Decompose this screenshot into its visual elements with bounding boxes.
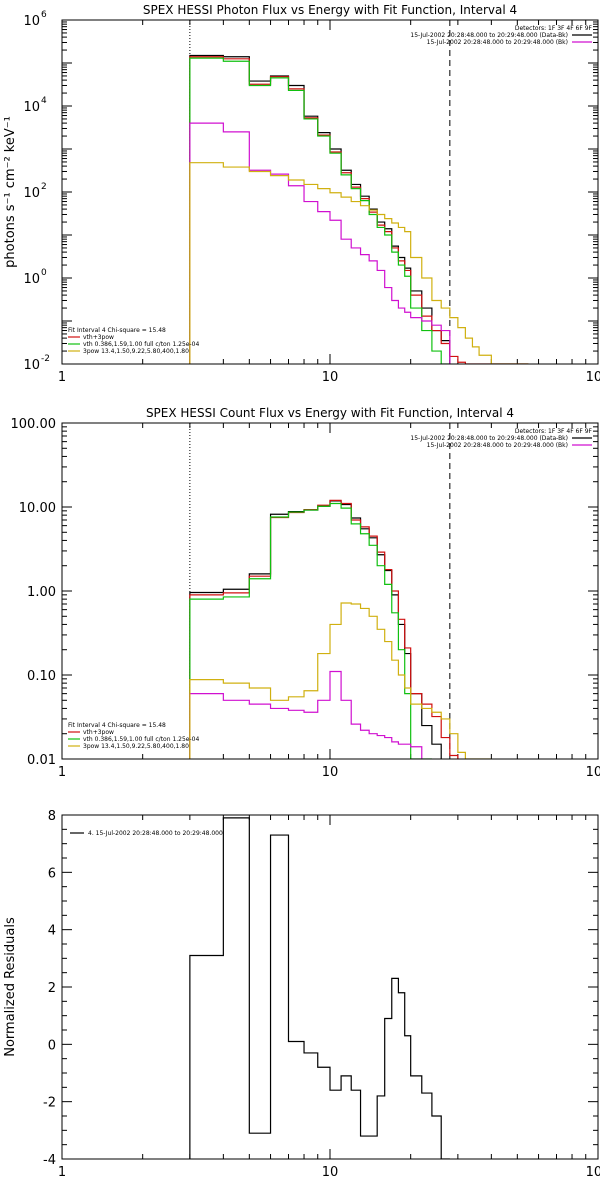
- legend-entry: vth 0.386,1.59,1.00 full c/ton 1.25e-04: [83, 341, 199, 348]
- y-tick-label: 1.00: [27, 585, 56, 600]
- chart-title: SPEX HESSI Count Flux vs Energy with Fit…: [146, 406, 514, 420]
- plot-area: [189, 817, 450, 1159]
- plot-frame: [61, 814, 599, 1160]
- y-tick-label: 6: [48, 866, 56, 881]
- y-tick-label: 8: [48, 809, 56, 824]
- x-tick-label: 10: [322, 370, 339, 385]
- series-residual: [189, 817, 450, 1159]
- legend-entry: vth+3pow: [83, 729, 114, 736]
- plot-frame: [61, 422, 599, 760]
- y-tick-label: -2: [43, 1096, 56, 1111]
- series-bk: [189, 670, 423, 759]
- y-tick-label: 0: [48, 1038, 56, 1053]
- chart-panel-1: SPEX HESSI Photon Flux vs Energy with Fi…: [3, 3, 600, 385]
- series-vth: [189, 502, 432, 759]
- x-tick-label: 10: [322, 765, 339, 780]
- legend-entry: 15-Jul-2002 20:28:48.000 to 20:29:48.000…: [410, 435, 568, 442]
- y-tick-exponent: 6: [41, 10, 47, 20]
- y-tick-label: 10.00: [19, 501, 56, 516]
- chart-panel-3: Normalized Residuals 1 10 100 -4 -2 0 2 4 6 8 4. 15…: [3, 809, 600, 1180]
- y-tick-label: 10: [23, 272, 40, 287]
- x-tick-label: 10: [322, 1165, 339, 1180]
- legend-entry: 15-Jul-2002 20:28:48.000 to 20:29:48.000…: [427, 39, 568, 46]
- y-tick-label: 10: [23, 358, 40, 373]
- series-3pow: [189, 162, 529, 364]
- legend-bottom: Fit Interval 4 Chi-square = 15.48vth+3po…: [68, 327, 199, 355]
- legend-entry: 4. 15-Jul-2002 20:28:48.000 to 20:29:48.…: [88, 830, 223, 837]
- series-data-bk: [189, 54, 451, 364]
- legend-entry: vth 0.386,1.59,1.00 full c/ton 1.25e-04: [83, 736, 199, 743]
- y-tick-exponent: 0: [41, 268, 47, 278]
- series-vth: [189, 57, 450, 364]
- legend-entry: 15-Jul-2002 20:28:48.000 to 20:29:48.000…: [427, 442, 568, 449]
- chart-title: SPEX HESSI Photon Flux vs Energy with Fi…: [143, 3, 517, 17]
- legend-entry: vth+3pow: [83, 334, 114, 341]
- x-tick-label: 100: [586, 1165, 600, 1180]
- y-tick-label: 10: [23, 14, 40, 29]
- legend-detectors: Detectors: 1F 3F 4F 6F 9F: [515, 428, 593, 435]
- legend-bottom: Fit Interval 4 Chi-square = 15.48vth+3po…: [68, 722, 199, 750]
- y-tick-label: 0.01: [27, 753, 56, 768]
- y-tick-label: 10: [23, 100, 40, 115]
- y-tick-exponent: 2: [41, 182, 47, 192]
- legend-top: 4. 15-Jul-2002 20:28:48.000 to 20:29:48.…: [70, 830, 223, 837]
- x-tick-label: 1: [58, 370, 66, 385]
- legend-entry: 3pow 13.4,1.50,9.22,5.80,400,1.80: [83, 348, 189, 355]
- series-vth-3pow: [189, 56, 529, 364]
- legend-fit-header: Fit Interval 4 Chi-square = 15.48: [68, 722, 166, 729]
- legend-fit-header: Fit Interval 4 Chi-square = 15.48: [68, 327, 166, 334]
- y-tick-label: 10: [23, 186, 40, 201]
- y-axis-label: Normalized Residuals: [3, 917, 18, 1057]
- y-tick-exponent: -2: [41, 354, 50, 364]
- x-tick-label: 100: [586, 370, 600, 385]
- series-data-bk: [189, 500, 442, 759]
- legend-detectors: Detectors: 1F 3F 4F 6F 9F: [515, 25, 593, 32]
- y-tick-label: 0.10: [27, 669, 56, 684]
- y-tick-exponent: 4: [41, 96, 47, 106]
- plot-frame: [61, 19, 599, 365]
- x-tick-label: 1: [58, 1165, 66, 1180]
- series-3pow: [189, 602, 492, 759]
- plot-area: [189, 20, 529, 364]
- tick-marks: [61, 423, 598, 760]
- chart-panel-2: SPEX HESSI Count Flux vs Energy with Fit…: [11, 406, 600, 780]
- series-bk: [189, 122, 451, 364]
- legend-entry: 3pow 13.4,1.50,9.22,5.80,400,1.80: [83, 743, 189, 750]
- y-axis-label: photons s⁻¹ cm⁻² keV⁻¹: [3, 116, 18, 268]
- series-vth-3pow: [189, 499, 459, 759]
- x-tick-label: 100: [586, 765, 600, 780]
- y-tick-label: 100.00: [11, 417, 57, 432]
- y-tick-label: -4: [43, 1153, 56, 1168]
- plot-area: [189, 423, 492, 759]
- y-tick-label: 2: [48, 981, 56, 996]
- y-tick-label: 4: [48, 924, 56, 939]
- tick-marks: [61, 814, 598, 1160]
- x-tick-label: 1: [58, 765, 66, 780]
- legend-entry: 15-Jul-2002 20:28:48.000 to 20:29:48.000…: [410, 32, 568, 39]
